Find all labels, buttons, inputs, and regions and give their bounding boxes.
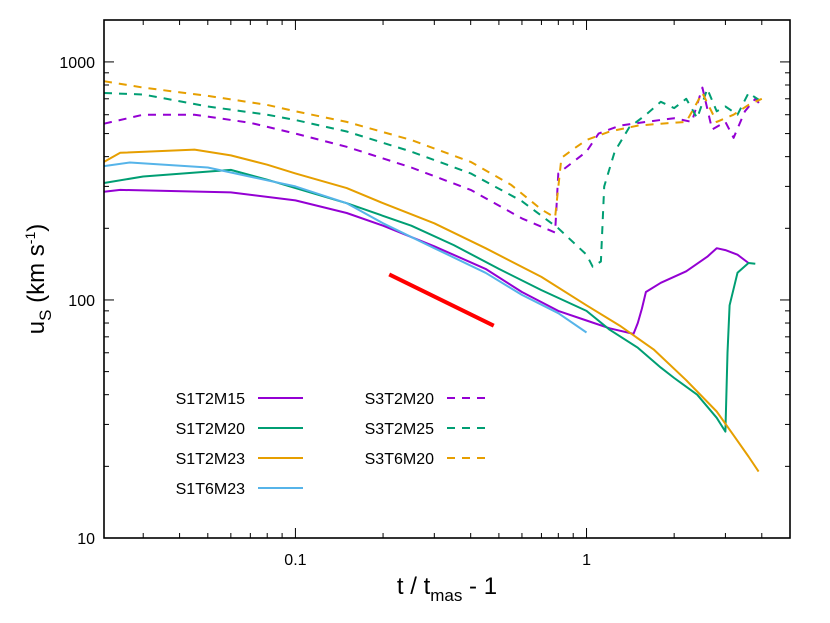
series-line-s1t2m23 bbox=[103, 148, 760, 473]
axis-ticks: 0.1 1 10 100 1000 bbox=[59, 20, 791, 569]
legend-label-s3t6m20: S3T6M20 bbox=[365, 451, 434, 468]
series-line-s3t2m20 bbox=[103, 86, 763, 234]
x-tick-label: 0.1 bbox=[284, 552, 306, 569]
axis-labels: t / tmas - 1 uS (km s-1) bbox=[22, 224, 497, 605]
legend-label-s3t2m20: S3T2M20 bbox=[365, 391, 434, 408]
series-line-s3t6m20 bbox=[103, 80, 763, 219]
y-tick-label: 1000 bbox=[59, 55, 95, 72]
legend-label-s1t2m23: S1T2M23 bbox=[176, 451, 245, 468]
legend-label-s1t2m20: S1T2M20 bbox=[176, 421, 245, 438]
legend-label-s1t2m15: S1T2M15 bbox=[176, 391, 245, 408]
reference-line-group bbox=[388, 272, 495, 328]
x-tick-label: 1 bbox=[582, 552, 591, 569]
legend: S1T2M15 S1T2M20 S1T2M23 S1T6M23 S3T2M20 S3T2M… bbox=[176, 391, 492, 498]
y-axis-label: uS (km s-1) bbox=[22, 224, 55, 334]
series-group bbox=[103, 80, 763, 473]
x-axis-label: t / tmas - 1 bbox=[397, 573, 497, 605]
series-line-s1t2m15 bbox=[103, 188, 750, 335]
reference-slope-line bbox=[388, 272, 495, 328]
legend-label-s1t6m23: S1T6M23 bbox=[176, 481, 245, 498]
plot-frame bbox=[103, 19, 791, 539]
y-tick-label: 10 bbox=[77, 531, 95, 548]
series-line-s1t6m23 bbox=[103, 161, 588, 334]
series-line-s3t2m25 bbox=[103, 87, 763, 268]
legend-label-s3t2m25: S3T2M25 bbox=[365, 421, 434, 438]
y-tick-label: 100 bbox=[68, 293, 95, 310]
